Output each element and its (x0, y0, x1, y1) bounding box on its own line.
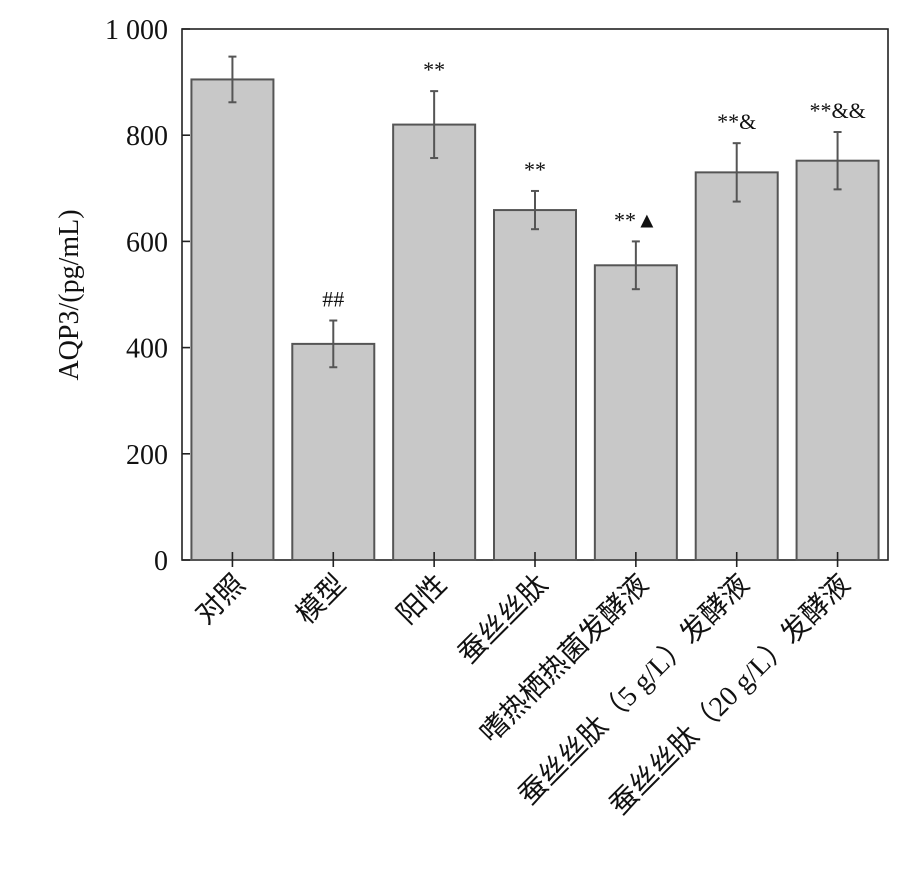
y-axis: 0 200 400 600 800 1 000 (105, 15, 190, 577)
y-tick-label: 800 (126, 121, 168, 152)
significance-label: ** (423, 57, 445, 82)
y-tick-label: 0 (154, 546, 168, 577)
bar (190, 78, 275, 561)
bar (593, 264, 678, 561)
significance-label: **▲ (614, 207, 658, 232)
x-tick-label: 蚕丝丝肽 (452, 568, 554, 670)
bars-group: ## ** ** **▲ **& **&& (190, 55, 880, 562)
x-tick-label: 嗜热栖热菌发酵液 (474, 568, 655, 749)
significance-label: ## (322, 287, 344, 312)
x-tick-label: 阳性 (391, 568, 453, 630)
y-axis-label: AQP3/(pg/mL) (54, 209, 85, 380)
bar (694, 171, 779, 561)
y-tick-label: 600 (126, 227, 168, 258)
x-tick-label: 模型 (290, 568, 352, 630)
bar (493, 209, 577, 561)
significance-label: **&& (809, 98, 865, 123)
y-tick-label: 1 000 (105, 15, 168, 46)
significance-label: ** (524, 157, 546, 182)
bar (795, 159, 880, 562)
y-tick-label: 200 (126, 440, 168, 471)
y-tick-label: 400 (126, 334, 168, 365)
bar (291, 342, 376, 561)
x-tick-label: 对照 (189, 568, 251, 630)
significance-label: **& (717, 109, 756, 134)
bar (392, 123, 477, 562)
